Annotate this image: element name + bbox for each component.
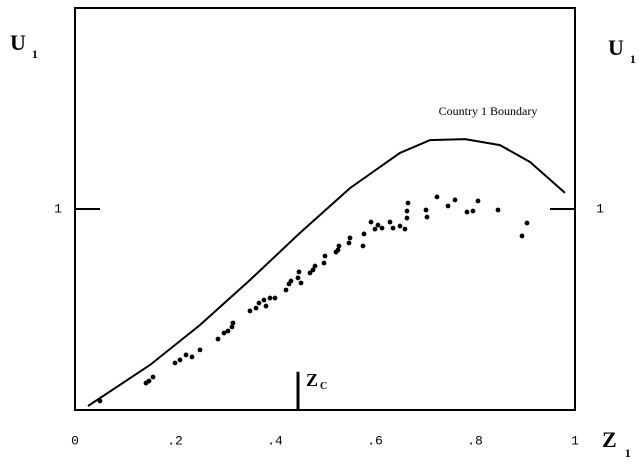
y-tick-label: 1 <box>54 201 62 216</box>
x-tick-label: .8 <box>467 433 483 448</box>
data-point <box>261 297 267 303</box>
zc-label-sub: C <box>320 381 327 392</box>
data-point <box>445 203 451 209</box>
data-point <box>150 374 156 380</box>
data-point <box>312 263 318 269</box>
data-point <box>310 267 316 273</box>
data-point <box>322 253 328 259</box>
data-point <box>424 214 430 220</box>
data-point <box>335 247 341 253</box>
data-point <box>368 219 374 225</box>
x-tick-label: .4 <box>267 433 283 448</box>
data-point <box>390 225 396 231</box>
data-point <box>215 336 221 342</box>
data-point <box>321 260 327 266</box>
data-point <box>298 280 304 286</box>
data-point <box>360 243 366 249</box>
data-point <box>434 194 440 200</box>
x-axis-label: Z1 <box>602 427 631 460</box>
data-point <box>229 324 235 330</box>
data-point <box>336 243 342 249</box>
data-point <box>495 207 501 213</box>
data-point <box>372 226 378 232</box>
x-tick-label: .2 <box>167 433 183 448</box>
data-point <box>295 275 301 281</box>
data-point <box>404 215 410 221</box>
data-point <box>283 287 289 293</box>
data-point <box>464 209 470 215</box>
data-point <box>404 208 410 214</box>
data-point <box>402 226 408 232</box>
data-point <box>253 305 259 311</box>
data-point <box>470 208 476 214</box>
data-point <box>189 354 195 360</box>
data-point <box>405 200 411 206</box>
data-point <box>524 220 530 226</box>
y2-tick-label: 1 <box>596 201 604 216</box>
x-tick-label: 0 <box>71 433 79 448</box>
data-point <box>146 378 152 384</box>
data-point <box>387 219 393 225</box>
data-point <box>361 231 367 237</box>
data-point <box>272 295 278 301</box>
data-point <box>296 269 302 275</box>
boundary-label: Country 1 Boundary <box>439 104 538 118</box>
data-point <box>177 357 183 363</box>
data-point <box>307 270 313 276</box>
data-point <box>230 320 236 326</box>
data-point <box>347 235 353 241</box>
data-point <box>172 360 178 366</box>
data-point <box>247 308 253 314</box>
data-point <box>519 233 525 239</box>
boundary-line <box>87 138 566 407</box>
data-point <box>263 303 269 309</box>
data-point <box>288 278 294 284</box>
data-point <box>183 352 189 358</box>
data-point <box>423 207 429 213</box>
data-point <box>225 328 231 334</box>
data-point <box>97 398 103 404</box>
data-point <box>475 198 481 204</box>
data-point <box>197 347 203 353</box>
x-tick-label: .6 <box>367 433 383 448</box>
data-point <box>379 225 385 231</box>
data-point <box>375 222 381 228</box>
data-point <box>221 330 227 336</box>
data-point <box>256 300 262 306</box>
data-point <box>452 197 458 203</box>
x-tick-label: 1 <box>571 433 579 448</box>
zc-label-main: Z <box>306 370 318 390</box>
data-point <box>267 295 273 301</box>
data-point <box>397 223 403 229</box>
data-point <box>346 240 352 246</box>
